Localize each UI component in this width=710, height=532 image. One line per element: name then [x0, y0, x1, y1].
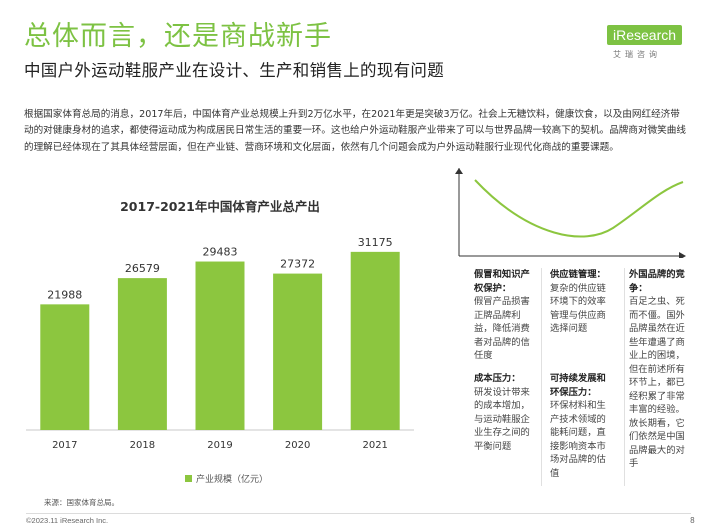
- value-label-2020: 27372: [280, 258, 315, 271]
- legend-swatch: [185, 475, 192, 482]
- issue-text: 假冒产品损害正牌品牌利益，降低消费者对品牌的信任度: [474, 296, 530, 361]
- issue-text: 研发设计带来的成本增加，与运动鞋服企业生存之间的平衡问题: [474, 386, 530, 452]
- chart-legend: 产业规模（亿元）: [185, 472, 268, 485]
- issue-text: 环保材料和生产技术领域的能耗问题，直接影响资本市场对品牌的估值: [550, 400, 606, 479]
- issue-text: 百足之虫、死而不僵。国外品牌虽然在近些年遭遇了商业上的困境，但在前述所有环节上，…: [629, 296, 685, 469]
- bar-2020: [273, 273, 323, 430]
- x-tick-label-2018: 2018: [130, 440, 155, 451]
- bar-2019: [195, 261, 245, 430]
- x-tick-label-2017: 2017: [52, 440, 77, 451]
- x-tick-label-2020: 2020: [285, 440, 310, 451]
- issue-sustainability: 可持续发展和环保压力： 环保材料和生产技术领域的能耗问题，直接影响资本市场对品牌…: [550, 372, 612, 480]
- logo-badge: iResearch: [607, 25, 683, 45]
- x-tick-label-2019: 2019: [207, 440, 232, 451]
- legend-label: 产业规模（亿元）: [196, 475, 269, 485]
- bar-2021: [350, 251, 400, 430]
- value-label-2021: 31175: [358, 236, 393, 249]
- issue-title: 外国品牌的竞争：: [629, 269, 685, 294]
- bar-2018: [117, 278, 167, 430]
- curve-y-arrow: [455, 168, 463, 174]
- issue-foreign-competition: 外国品牌的竞争： 百足之虫、死而不僵。国外品牌虽然在近些年遭遇了商业上的困境，但…: [629, 268, 689, 471]
- value-label-2018: 26579: [125, 262, 160, 275]
- issue-ip-protection: 假冒和知识产权保护： 假冒产品损害正牌品牌利益，降低消费者对品牌的信任度: [474, 268, 534, 363]
- bar-chart: 21988 2017 26579 2018 29483 2019 27372 2020 3117…: [26, 236, 414, 451]
- page-number: 8: [690, 516, 695, 525]
- footer-divider: [26, 513, 691, 514]
- issue-title: 可持续发展和环保压力：: [550, 373, 606, 398]
- copyright: ©2023.11 iResearch Inc.: [26, 516, 109, 525]
- bar-2017: [40, 304, 90, 430]
- issue-title: 供应链管理：: [550, 269, 606, 280]
- issue-title: 成本压力：: [474, 373, 521, 384]
- logo-chinese-text: 艾瑞咨询: [613, 50, 661, 59]
- column-divider: [624, 268, 625, 486]
- chart-title: 2017-2021年中国体育产业总产出: [120, 199, 320, 214]
- iresearch-logo: iResearch 艾瑞咨询: [607, 20, 685, 64]
- smile-curve-diagram: [455, 168, 686, 258]
- issue-supply-chain: 供应链管理： 复杂的供应链环境下的效率管理与供应商选择问题: [550, 268, 612, 336]
- issue-cost-pressure: 成本压力： 研发设计带来的成本增加，与运动鞋服企业生存之间的平衡问题: [474, 372, 534, 453]
- curve-x-arrow: [679, 252, 686, 258]
- column-divider: [541, 268, 542, 486]
- intro-paragraph: 根据国家体育总局的消息，2017年后，中国体育产业总规模上升到2万亿水平，在20…: [24, 109, 686, 153]
- source-note: 来源：国家体育总局。: [44, 498, 119, 507]
- x-tick-label-2021: 2021: [362, 440, 387, 451]
- issue-text: 复杂的供应链环境下的效率管理与供应商选择问题: [550, 282, 606, 335]
- issue-title: 假冒和知识产权保护：: [474, 269, 530, 294]
- value-label-2017: 21988: [47, 288, 82, 301]
- page-title: 总体而言，还是商战新手: [24, 21, 332, 52]
- smile-curve: [474, 179, 684, 238]
- page-subtitle: 中国户外运动鞋服产业在设计、生产和销售上的现有问题: [24, 61, 444, 80]
- value-label-2019: 29483: [203, 246, 238, 259]
